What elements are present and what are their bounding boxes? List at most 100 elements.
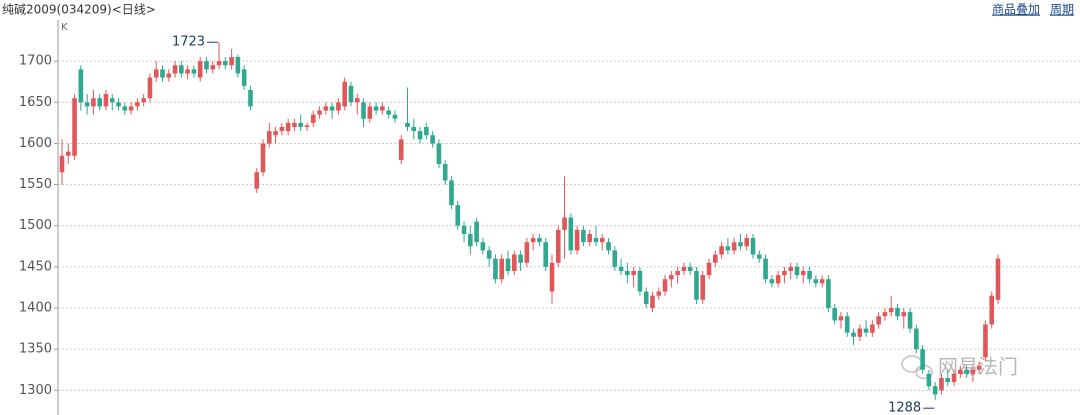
candle-body (84, 102, 90, 107)
candle-body (876, 316, 881, 325)
candle-body (493, 258, 498, 280)
candle-body (78, 69, 84, 103)
candle-body (826, 279, 831, 309)
candle-body (675, 270, 680, 276)
candle-body (870, 324, 875, 333)
candle-body (480, 242, 486, 251)
candle-body (970, 369, 976, 374)
candle-body (555, 229, 561, 263)
candle-body (135, 102, 140, 107)
candle-body (562, 217, 567, 230)
candle-body (298, 122, 304, 127)
candle-body (656, 291, 662, 296)
candle-body (348, 85, 354, 103)
candle-body (185, 69, 190, 74)
candle-body (756, 254, 762, 259)
candle-body (109, 98, 115, 103)
candle-body (706, 262, 712, 276)
candle-body (210, 65, 216, 70)
candle-body (775, 275, 781, 284)
candle-body (499, 258, 505, 280)
candle-body (926, 373, 932, 387)
candle-body (449, 180, 454, 206)
candle-body (932, 386, 938, 395)
candle-body (424, 126, 429, 136)
candle-body (223, 61, 228, 66)
candle-body (800, 270, 806, 276)
overlay-link[interactable]: 商品叠加 (992, 2, 1040, 17)
max-label: 1723 (172, 35, 205, 50)
candle-body (832, 308, 837, 321)
candle-body (857, 328, 863, 337)
candle-body (128, 106, 134, 111)
candle-body (59, 155, 65, 173)
candle-body (518, 254, 523, 263)
candle-body (694, 270, 699, 300)
candle-body (593, 238, 599, 243)
candle-body (229, 57, 234, 66)
candle-body (750, 238, 756, 255)
candle-body (273, 131, 278, 136)
candle-body (91, 98, 96, 107)
candle-body (637, 270, 643, 292)
min-label: 1288 (888, 401, 921, 415)
candle-body (474, 221, 479, 243)
candle-body (763, 258, 768, 280)
candle-body (191, 69, 197, 74)
candle-body (103, 94, 109, 107)
axis-label: K (61, 22, 68, 33)
candle-body (267, 131, 272, 144)
candle-body (97, 98, 102, 107)
candle-body (895, 308, 900, 317)
candle-body (650, 295, 655, 309)
candle-body (392, 114, 398, 119)
candle-body (700, 275, 706, 300)
candle-body (486, 250, 492, 259)
candle-body (260, 143, 266, 173)
candle-body (116, 102, 121, 107)
candle-body (511, 254, 517, 271)
candle-body (468, 233, 473, 247)
candle-body (807, 270, 812, 280)
candle-body (669, 275, 674, 280)
candle-body (939, 377, 944, 391)
candle-body (907, 312, 913, 329)
candle-body (153, 69, 159, 78)
candle-body (587, 233, 592, 243)
candle-body (166, 73, 172, 78)
candle-body (819, 279, 825, 284)
candle-body (65, 151, 71, 156)
candle-body (285, 122, 291, 132)
candle-body (976, 365, 982, 370)
candle-body (405, 122, 410, 127)
candle-body (888, 308, 894, 313)
candle-body (279, 126, 285, 132)
candle-body (625, 270, 630, 276)
candle-body (430, 135, 435, 144)
candle-body (964, 369, 969, 374)
candle-body (530, 238, 536, 243)
candle-body (304, 125, 310, 127)
y-tick-label: 1300 (19, 383, 52, 398)
candle-body (543, 242, 549, 267)
candle-body (72, 98, 77, 156)
candle-body (813, 279, 819, 284)
candle-body (398, 139, 404, 160)
candle-body (361, 102, 366, 119)
candle-body (725, 246, 731, 251)
y-tick-label: 1450 (19, 259, 52, 274)
candle-body (951, 373, 957, 383)
candle-body (160, 69, 165, 78)
candle-body (914, 328, 919, 350)
candle-body (782, 270, 787, 276)
candle-body (455, 205, 461, 226)
y-tick-label: 1500 (19, 218, 52, 233)
candle-body (901, 312, 907, 317)
candle-body (662, 279, 668, 292)
candle-body (851, 332, 856, 337)
candle-body (197, 61, 203, 78)
period-link[interactable]: 周期 (1050, 3, 1074, 17)
candle-body (794, 266, 800, 276)
candle-body (442, 164, 448, 181)
